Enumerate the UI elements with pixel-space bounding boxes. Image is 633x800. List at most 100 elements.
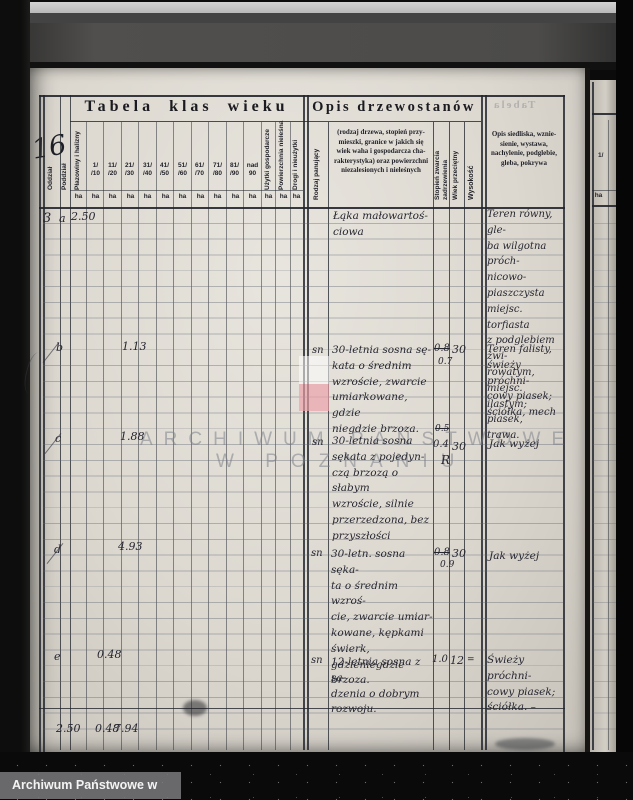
neighbor-table-line [592,190,616,191]
col-line-opis [433,122,435,750]
cell-area-21-30: 1.88 [120,430,145,443]
cell-opis: 30-letnia sosna sękata z pojedyn- czą br… [332,435,429,542]
cell-poddzial: a [59,212,66,225]
col-line [290,122,291,750]
cell-zwarcie: 0.8 [434,343,450,354]
ledger-grid [43,208,563,744]
cell-siedlisko: Świeży próchni- cowy piasek; ściółka. – [487,654,556,714]
cell-zwarcie: 0.4 [433,439,449,450]
watermark-logo-white [299,356,329,384]
col-header-siedlisko: Opis siedliska, wznie- sienie, wystawa, … [491,130,557,167]
total-11-20: 0.48 [95,722,120,735]
section-border-inner [307,95,309,750]
col-line [86,122,87,750]
unit-ha: ha [292,193,301,200]
cell-siedlisko: Jak wyżej [489,438,540,450]
col-header-plazowiny: Płazowiny i halizny [74,131,81,190]
left-section-title: Tabela klas wieku [84,98,289,115]
cell-plazowiny: 2.50 [71,210,96,223]
age-class-header: 31/ /40 [142,162,153,177]
col-line-wiek [464,122,466,750]
cell-opis: 30-letnia sosna sę- kata o średnim wzroś… [332,344,432,435]
title-underline [70,121,481,123]
siedlisko-border-inner [485,95,487,750]
right-section-title: Opis drzewostanów [312,99,476,115]
cell-zwarcie: 0.8 [434,547,450,558]
age-class-header: 81/ /90 [229,162,240,177]
ink-blot [495,738,555,750]
col-line [103,122,104,750]
age-class-header: 21/ /30 [124,162,135,177]
age-class-header: 41/ /50 [159,162,170,177]
ink-blot [183,700,207,716]
unit-ha: ha [213,193,222,200]
unit-ha: ha [279,193,288,200]
col-header-oddzial: Oddział [47,166,54,190]
ha-row-rule [70,190,303,191]
neighbor-table-line [592,205,616,208]
cell-zwarcie: 1.0 [432,654,448,665]
unit-ha: ha [248,193,257,200]
age-class-header: 71/ /80 [212,162,223,177]
table-top-rule [39,95,565,98]
archive-caption-text: Archiwum Państwowe w Poznaniu [12,778,158,792]
cell-zwarcie-correction: 0.7 [438,357,453,367]
cell-poddzial: b [56,341,64,354]
film-strip-dark [0,23,633,62]
col-header-uzytki: Użytki gospodarcze [264,128,271,190]
unit-ha: ha [178,193,187,200]
neighbor-grid [593,208,616,744]
col-line [243,122,244,750]
cell-rodzaj: sn [312,345,324,356]
total-plazowiny: 2.50 [56,722,81,735]
cell-poddzial: c [55,432,62,445]
col-header-opis-drzewa: (rodzaj drzewa, stopień przy- mieszki, g… [333,128,429,175]
watermark-logo-red [299,384,329,411]
col-line [121,122,122,750]
col-line-zwarcie [449,122,451,750]
neighbor-table-line [592,113,616,116]
neighbor-age-label: 1/ [598,152,604,159]
neighbor-table-line [592,82,594,750]
col-line [138,122,139,750]
totals-rule [39,708,565,710]
col-header-drogi: Drogi i nieużytki [292,139,299,190]
age-class-header: 1/ /10 [90,162,101,177]
cell-siedlisko: Teren równy, gle- ba wilgotna próch- nic… [487,209,555,442]
age-class-header: 51/ /60 [177,162,188,177]
cell-rodzaj: sn [312,437,324,448]
cell-area-21-30: 1.13 [122,340,147,353]
cell-rodzaj: sn [311,655,323,666]
cell-area-21-30: 4.93 [118,540,143,553]
cell-zwarcie-original: 0.5 [435,424,450,434]
cell-zwarcie-correction: 0.9 [440,560,455,570]
film-strip-mid [0,13,633,23]
age-class-header: 11/ /20 [107,162,118,177]
film-strip-black [0,62,633,70]
col-line-oddzial [60,95,62,750]
cell-poddzial: e [54,650,61,663]
age-class-header: nad 90 [246,162,259,177]
cell-wiek: 30 [452,343,466,356]
cell-wiek: 30 [452,547,466,560]
total-21-30: 7.94 [114,722,139,735]
cell-siedlisko: Jak wyżej [489,550,540,562]
cell-opis: Łąka małowartoś- ciowa [333,210,428,238]
cell-opis: 30-letn. sosna sęka- ta o średnim wzroś-… [331,548,433,687]
unit-ha: ha [143,193,152,200]
unit-ha: ha [196,193,205,200]
neighbor-table-line [608,120,609,750]
col-line [208,122,209,750]
col-line-rodzaj [328,122,330,750]
photo-left-margin [0,0,30,800]
cell-wiek: 12 [450,654,464,667]
cell-poddzial: d [54,543,62,556]
unit-ha: ha [91,193,100,200]
table-border-right [563,95,565,752]
cell-rodzaj: sn [311,548,323,559]
header-bottom-rule [39,207,565,210]
cell-wysokosc: = [467,655,475,665]
watermark-text-line1: ARCHIWUM PAŃSTWOWE [140,429,576,450]
table-border-left-inner [43,95,45,752]
